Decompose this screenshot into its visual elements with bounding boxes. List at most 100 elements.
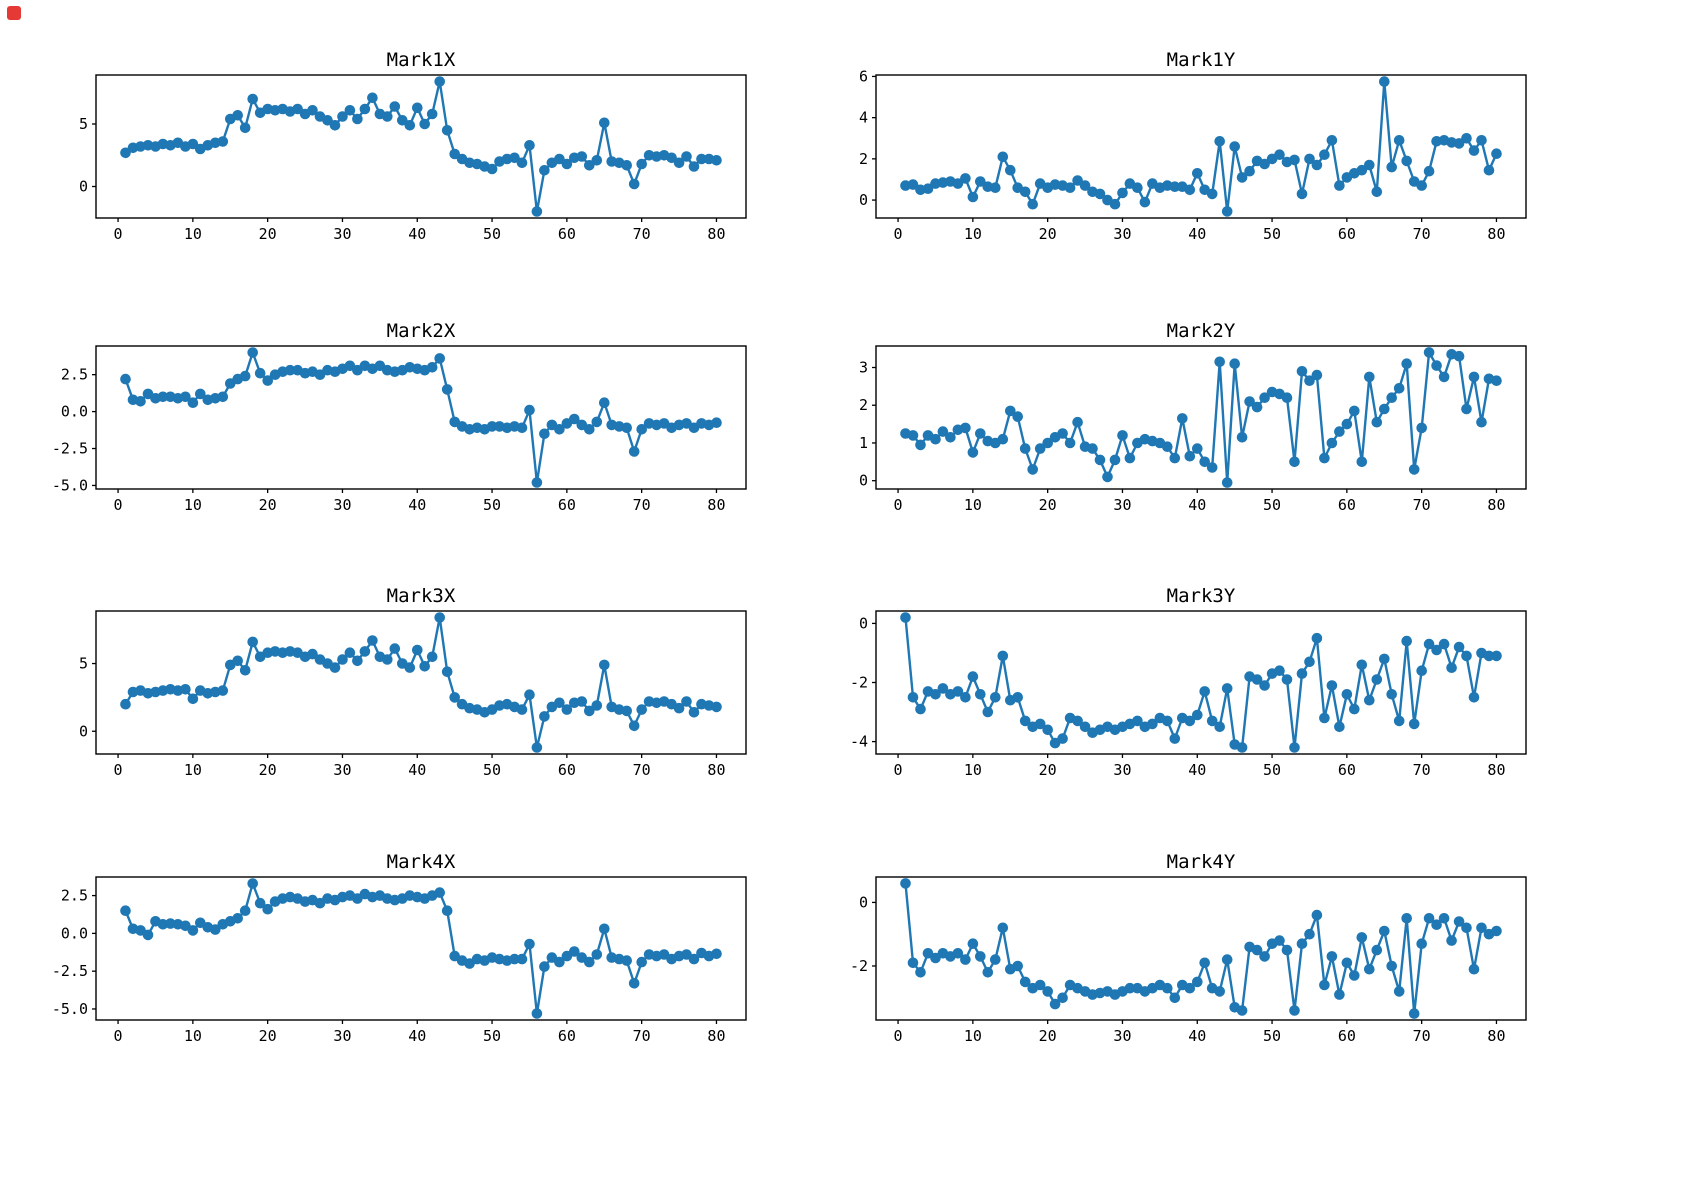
svg-text:70: 70 [1413,496,1431,514]
svg-text:-2: -2 [850,674,868,692]
chart-title-mark3x: Mark3X [386,585,456,607]
chart-title-mark3y: Mark3Y [1166,585,1236,607]
svg-text:10: 10 [184,225,202,243]
svg-text:50: 50 [1263,496,1281,514]
mark3x-line-plot: 0 10 20 30 40 50 60 70 80 0 5 [79,610,747,779]
svg-text:0: 0 [114,1027,123,1045]
svg-text:10: 10 [964,761,982,779]
mark1y-line-plot: 0 10 20 30 40 50 60 70 80 0 2 4 6 [859,67,1527,243]
svg-text:80: 80 [1487,761,1505,779]
svg-text:40: 40 [408,225,426,243]
mark1x-line-plot: 0 10 20 30 40 50 60 70 80 0 5 [79,74,747,243]
chart-mark3x: 0 10 20 30 40 50 60 70 80 0 5 Mark3X [26,581,766,786]
svg-text:5: 5 [79,655,88,673]
chart-title-mark4y: Mark4Y [1166,851,1236,873]
svg-text:6: 6 [859,67,868,85]
svg-text:40: 40 [408,496,426,514]
chart-mark3y: 0 10 20 30 40 50 60 70 80 0 -2 -4 Mark3Y [806,581,1546,786]
svg-text:30: 30 [333,496,351,514]
svg-text:5: 5 [79,115,88,133]
svg-text:40: 40 [1188,225,1206,243]
svg-text:-2.5: -2.5 [52,962,88,980]
chart-mark2x: 0 10 20 30 40 50 60 70 80 2.5 0.0 -2.5 -5.0 Mark2X [26,316,766,521]
svg-text:30: 30 [1113,225,1131,243]
svg-text:60: 60 [1338,496,1356,514]
svg-text:0: 0 [894,496,903,514]
chart-title-mark2x: Mark2X [386,320,456,342]
svg-text:0: 0 [894,761,903,779]
svg-text:0.0: 0.0 [61,403,88,421]
svg-text:60: 60 [1338,761,1356,779]
svg-text:-2.5: -2.5 [52,440,88,458]
svg-text:0: 0 [894,1027,903,1045]
svg-text:50: 50 [483,1027,501,1045]
notebook-badge-icon [7,6,21,20]
svg-text:0: 0 [859,191,868,209]
svg-text:2: 2 [859,150,868,168]
svg-text:0: 0 [894,225,903,243]
chart-mark1x: 0 10 20 30 40 50 60 70 80 0 5 Mark1X [26,45,766,250]
svg-text:50: 50 [483,225,501,243]
svg-text:60: 60 [1338,225,1356,243]
svg-text:50: 50 [1263,761,1281,779]
svg-text:70: 70 [633,761,651,779]
svg-text:40: 40 [1188,761,1206,779]
chart-mark4x: 0 10 20 30 40 50 60 70 80 2.5 0.0 -2.5 -5.0 Mark4X [26,847,766,1052]
svg-text:70: 70 [633,225,651,243]
svg-text:2.5: 2.5 [61,366,88,384]
svg-text:30: 30 [333,761,351,779]
svg-text:0: 0 [859,614,868,632]
svg-text:30: 30 [1113,496,1131,514]
svg-text:80: 80 [707,496,725,514]
svg-text:70: 70 [633,1027,651,1045]
svg-text:10: 10 [964,496,982,514]
svg-text:-4: -4 [850,733,868,751]
svg-text:10: 10 [184,761,202,779]
svg-text:50: 50 [483,761,501,779]
svg-text:60: 60 [558,1027,576,1045]
mark3y-line-plot: 0 10 20 30 40 50 60 70 80 0 -2 -4 [850,610,1527,779]
svg-text:60: 60 [1338,1027,1356,1045]
mark4x-line-plot: 0 10 20 30 40 50 60 70 80 2.5 0.0 -2.5 -5.0 [52,876,747,1045]
svg-text:30: 30 [333,225,351,243]
svg-text:-2: -2 [850,957,868,975]
svg-text:0: 0 [859,472,868,490]
svg-text:30: 30 [1113,761,1131,779]
svg-text:60: 60 [558,225,576,243]
svg-text:50: 50 [1263,1027,1281,1045]
svg-text:2: 2 [859,396,868,414]
chart-title-mark1x: Mark1X [386,49,456,71]
svg-text:0: 0 [859,893,868,911]
svg-text:80: 80 [707,761,725,779]
svg-text:70: 70 [1413,225,1431,243]
svg-text:20: 20 [1039,1027,1057,1045]
chart-mark1y: 0 10 20 30 40 50 60 70 80 0 2 4 6 Mark1Y [806,45,1546,250]
svg-text:20: 20 [1039,225,1057,243]
svg-text:20: 20 [259,761,277,779]
svg-text:60: 60 [558,496,576,514]
svg-text:30: 30 [1113,1027,1131,1045]
chart-mark2y: 0 10 20 30 40 50 60 70 80 0 1 2 3 Mark2Y [806,316,1546,521]
mark2x-line-plot: 0 10 20 30 40 50 60 70 80 2.5 0.0 -2.5 -5.0 [52,345,747,514]
svg-text:-5.0: -5.0 [52,1000,88,1018]
svg-text:10: 10 [964,225,982,243]
svg-text:0: 0 [79,178,88,196]
svg-text:40: 40 [408,1027,426,1045]
svg-text:0: 0 [114,496,123,514]
svg-text:20: 20 [1039,761,1057,779]
svg-text:40: 40 [1188,496,1206,514]
svg-text:10: 10 [184,496,202,514]
svg-text:30: 30 [333,1027,351,1045]
svg-text:0: 0 [114,761,123,779]
svg-text:20: 20 [259,225,277,243]
svg-text:40: 40 [408,761,426,779]
mark4y-line-plot: 0 10 20 30 40 50 60 70 80 0 -2 [850,876,1527,1045]
svg-text:80: 80 [707,1027,725,1045]
svg-text:20: 20 [1039,496,1057,514]
svg-text:-5.0: -5.0 [52,476,88,494]
chart-mark4y: 0 10 20 30 40 50 60 70 80 0 -2 Mark4Y [806,847,1546,1052]
svg-text:50: 50 [1263,225,1281,243]
svg-text:70: 70 [1413,1027,1431,1045]
svg-text:0.0: 0.0 [61,924,88,942]
svg-text:2.5: 2.5 [61,887,88,905]
